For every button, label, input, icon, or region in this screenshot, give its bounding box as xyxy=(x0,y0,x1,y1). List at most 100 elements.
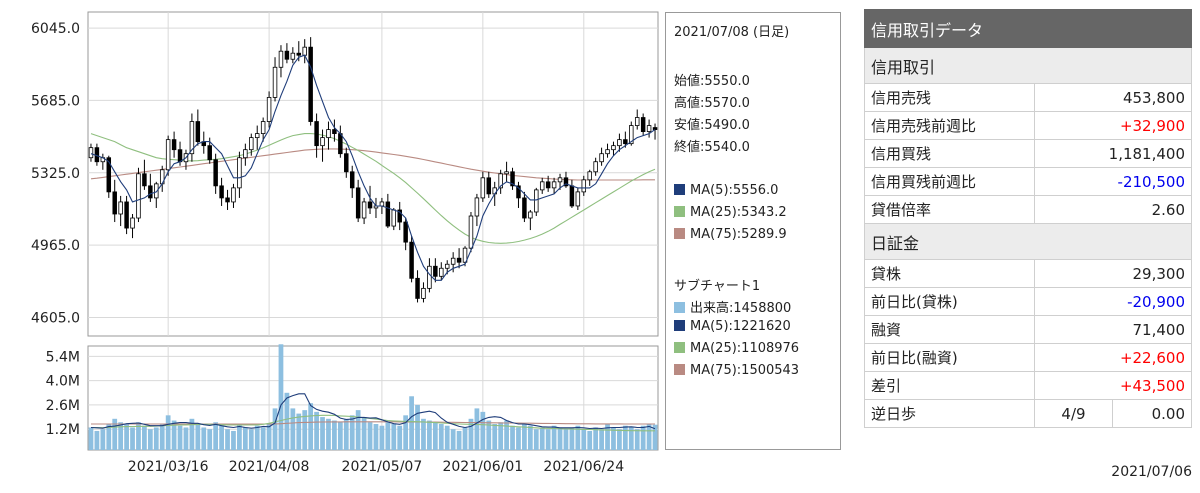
volume-bar xyxy=(112,418,118,450)
volume-bar xyxy=(563,429,569,450)
volume-bar xyxy=(504,420,509,450)
candle-body xyxy=(569,185,575,207)
volume-bar xyxy=(605,424,610,450)
volume-bar xyxy=(533,429,539,450)
credit-row: 貸株 29,300 xyxy=(864,259,1192,288)
row-value: 1,181,400 xyxy=(1034,139,1192,168)
candle-body xyxy=(355,187,361,219)
candle-body xyxy=(450,257,456,265)
volume-bar xyxy=(539,427,545,450)
candle-body xyxy=(516,185,521,199)
candle-body xyxy=(646,125,652,132)
volume-bar xyxy=(652,424,658,450)
volume-bar xyxy=(308,403,314,450)
volume-bar xyxy=(349,415,355,450)
volume-bar xyxy=(207,429,213,450)
volume-bar xyxy=(302,410,308,450)
volume-bar xyxy=(498,422,504,450)
row-label: 信用買残 xyxy=(864,139,1035,168)
row-label: 貸株 xyxy=(864,259,1035,288)
candle-body xyxy=(593,161,598,173)
candle-body xyxy=(213,159,218,187)
volume-bar xyxy=(444,425,450,450)
price-tick-label: 5325.0 xyxy=(31,166,80,182)
info-low: 安値:5490.0 xyxy=(674,118,750,133)
row-label: 信用買残前週比 xyxy=(864,167,1035,196)
volume-bar xyxy=(468,418,474,450)
volume-bar xyxy=(124,424,129,450)
volume-bar xyxy=(622,425,628,450)
candle-body xyxy=(308,46,313,122)
volume-bar xyxy=(385,422,391,450)
volume-bar xyxy=(581,429,587,450)
date-tick-label: 2021/06/01 xyxy=(442,459,523,475)
volume-bar xyxy=(290,408,296,450)
volume-bar xyxy=(231,430,236,450)
volume-bar xyxy=(183,427,189,450)
volume-bar xyxy=(213,422,219,450)
candle-body xyxy=(605,149,610,155)
ma75-swatch xyxy=(674,228,685,239)
candle-body xyxy=(177,149,183,163)
candle-body xyxy=(551,181,557,189)
row-label: 信用売残前週比 xyxy=(864,111,1035,140)
candle-body xyxy=(237,157,242,189)
candle-body xyxy=(522,197,527,219)
candle-body xyxy=(611,145,616,151)
volume-bar xyxy=(646,424,652,450)
volume-bar xyxy=(94,430,100,450)
volume-bar xyxy=(480,411,486,450)
price-tick-label: 4605.0 xyxy=(31,311,80,327)
date-axis: 2021/03/16 2021/04/08 2021/05/07 2021/06/01… xyxy=(128,459,624,475)
candle-body xyxy=(617,139,622,147)
volume-ma75-line xyxy=(91,421,655,425)
info-date: 2021/07/08 (日足) xyxy=(674,25,790,40)
volume-bar xyxy=(201,427,207,450)
legend-ma75-text: MA(75):5289.9 xyxy=(690,227,787,242)
volume-bar xyxy=(337,422,343,450)
candle-body xyxy=(575,191,581,207)
candle-body xyxy=(118,201,123,215)
credit-data-panel: 信用取引データ 信用取引 信用売残 453,800 信用売残前週比 +32,900 … xyxy=(864,9,1192,428)
credit-row: 信用買残前週比 -210,500 xyxy=(864,167,1192,196)
volume-bar xyxy=(593,427,599,450)
candle-body xyxy=(338,133,343,155)
candle-body xyxy=(385,201,391,227)
candle-body xyxy=(534,189,539,213)
candle-body xyxy=(266,97,272,122)
section-jsf: 日証金 xyxy=(864,223,1192,260)
candle-body xyxy=(290,52,296,60)
credit-row: 前日比(貸株) -20,900 xyxy=(864,287,1192,316)
volume-ma5-line xyxy=(90,393,656,430)
legend-ma25: MA(25):5343.2 xyxy=(674,205,787,220)
candle-body xyxy=(462,247,468,263)
legend-vol-ma75-text: MA(75):1500543 xyxy=(690,363,800,378)
candle-body xyxy=(391,209,397,227)
volume-bar xyxy=(296,413,302,450)
candle-body xyxy=(634,117,640,126)
volume-bar xyxy=(510,425,515,450)
candle-body xyxy=(409,241,414,279)
candle-body xyxy=(225,197,230,203)
volume-tick-label: 2.6M xyxy=(46,398,80,414)
volume-bar xyxy=(142,425,147,450)
volume-bar xyxy=(634,429,640,450)
credit-row: 前日比(融資) +22,600 xyxy=(864,343,1192,372)
candle-body xyxy=(142,173,147,187)
volume-bar xyxy=(456,430,462,450)
candle-body xyxy=(278,50,284,68)
volume-bar xyxy=(486,420,492,450)
legend-ma25-text: MA(25):5343.2 xyxy=(690,205,787,220)
row-label: 差引 xyxy=(864,371,1035,400)
candle-body xyxy=(599,153,604,163)
credit-row: 融資 71,400 xyxy=(864,315,1192,344)
candle-body xyxy=(165,139,171,171)
volume-bar xyxy=(266,424,272,450)
candle-body xyxy=(249,137,254,151)
volume-bar xyxy=(628,427,634,450)
volume-bar xyxy=(177,425,183,450)
candle-body xyxy=(498,173,503,189)
credit-row: 信用売残 453,800 xyxy=(864,83,1192,112)
legend-volume: 出来高:1458800 xyxy=(674,297,791,316)
volume-bar xyxy=(415,404,420,450)
